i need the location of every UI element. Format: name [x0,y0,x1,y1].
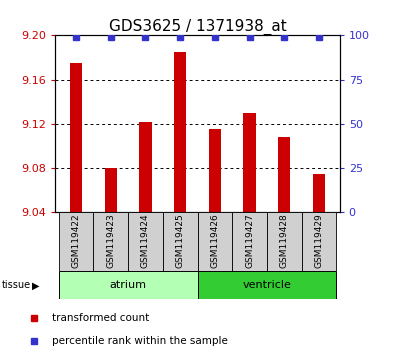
Bar [59,271,197,299]
Bar [243,113,256,212]
Text: atrium: atrium [110,280,147,290]
Text: GSM119427: GSM119427 [245,213,254,268]
Bar [128,212,163,271]
Bar [105,168,117,212]
Title: GDS3625 / 1371938_at: GDS3625 / 1371938_at [109,19,286,35]
Text: ventricle: ventricle [243,280,291,290]
Bar [59,212,94,271]
Bar [198,212,232,271]
Text: GSM119422: GSM119422 [71,213,81,268]
Bar [301,212,336,271]
Text: ▶: ▶ [32,281,40,291]
Bar [267,212,301,271]
Bar [232,212,267,271]
Bar [139,122,152,212]
Bar [70,63,82,212]
Bar [313,174,325,212]
Bar [163,212,198,271]
Bar [278,137,290,212]
Text: GSM119429: GSM119429 [314,213,324,268]
Text: GSM119423: GSM119423 [106,213,115,268]
Text: transformed count: transformed count [53,313,150,323]
Bar [198,271,336,299]
Bar [174,52,186,212]
Text: GSM119428: GSM119428 [280,213,289,268]
Text: GSM119425: GSM119425 [176,213,184,268]
Text: tissue: tissue [2,280,31,290]
Text: percentile rank within the sample: percentile rank within the sample [53,336,228,346]
Bar [209,130,221,212]
Bar [94,212,128,271]
Text: GSM119424: GSM119424 [141,213,150,268]
Text: GSM119426: GSM119426 [211,213,219,268]
